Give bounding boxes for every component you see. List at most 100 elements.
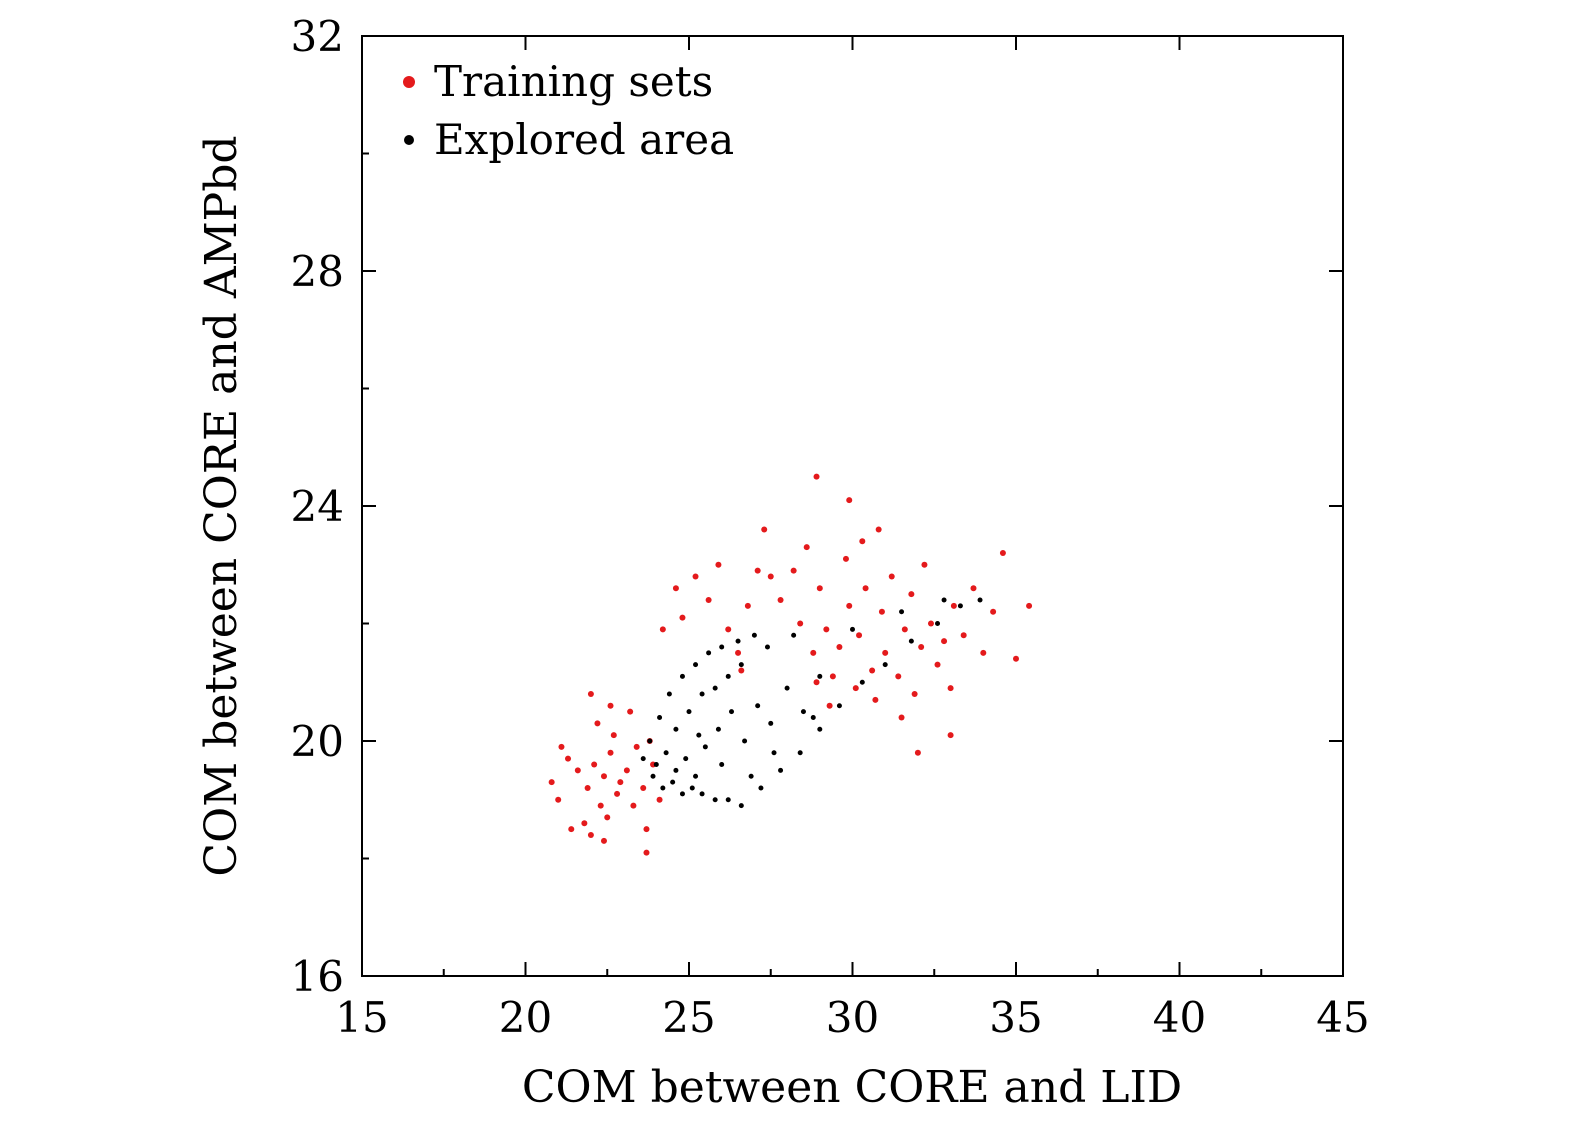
data-point [875,526,882,533]
data-point [548,779,555,786]
data-point [836,703,842,709]
data-point [643,849,650,856]
data-point [581,820,588,827]
data-point [771,750,777,756]
data-point [627,708,634,715]
data-point [630,802,637,809]
data-point [604,814,611,821]
x-tick-label: 40 [1153,993,1206,1042]
data-point [810,649,817,656]
data-point [673,726,679,732]
data-point [660,785,666,791]
data-point [640,756,646,762]
data-point [791,632,797,638]
data-point [686,709,692,715]
data-point [934,661,941,668]
data-point [565,755,572,762]
data-point [797,620,804,627]
data-point [679,791,685,797]
data-point [657,715,663,720]
data-point [715,726,721,732]
plot-frame [361,35,1344,977]
x-tick-label: 15 [335,993,388,1042]
data-point [587,832,594,838]
data-point [817,673,823,679]
data-point [693,662,699,668]
data-point [790,567,797,574]
data-point [673,767,679,773]
data-point [748,773,754,779]
data-point [738,803,744,809]
data-point [719,644,725,650]
data-point [587,691,594,697]
data-point [882,662,888,668]
legend-label-training-sets: Training sets [434,57,713,106]
data-point [1013,655,1019,662]
data-point [816,585,823,592]
data-point [977,597,983,603]
data-point [555,796,562,803]
data-point [725,673,731,679]
data-point [705,597,712,603]
data-point [574,767,581,774]
data-point [742,738,748,744]
data-point [908,591,915,598]
legend: Training sets Explored area [403,57,734,164]
data-point [846,602,853,609]
data-point [797,750,803,756]
y-tick-label: 24 [291,482,344,531]
data-point [693,773,699,779]
data-point [927,620,934,627]
data-point [823,626,830,633]
x-tick-label: 30 [826,993,879,1042]
data-point [699,691,705,697]
data-point [829,673,836,680]
data-point [800,709,806,715]
data-point [869,667,876,674]
data-point [735,649,742,656]
data-point [862,585,869,592]
data-point [813,473,820,480]
data-point [899,609,905,615]
data-point [850,626,855,632]
data-point [719,762,725,767]
data-point [980,649,987,656]
x-axis-label: COM between CORE and LID [522,1062,1182,1113]
data-point [663,750,669,756]
data-point [617,779,624,786]
data-point [568,826,575,833]
data-point [901,626,908,633]
data-point [784,685,790,691]
data-point [744,602,751,609]
data-point [738,667,745,674]
data-point [650,773,656,779]
data-point [702,744,708,750]
data-point [597,802,604,809]
data-point [594,720,601,727]
data-point [600,837,607,844]
data-point [813,679,820,686]
data-point [935,621,941,626]
data-point [957,603,963,609]
data-point [758,785,764,791]
data-point [614,790,621,797]
points-layer [548,473,1033,856]
series-explored-area [640,597,983,809]
data-point [950,602,957,609]
data-point [947,732,954,739]
data-point [706,650,712,656]
data-point [803,544,810,551]
data-point [852,685,859,692]
data-point [659,626,666,633]
data-point [696,732,702,738]
data-point [777,597,784,603]
data-point [970,585,977,592]
data-point [810,715,816,720]
data-point [767,573,774,580]
data-point [1026,602,1033,609]
data-point [761,526,768,533]
x-tick-label: 20 [499,993,552,1042]
data-point [558,743,565,750]
legend-marker-training-sets [403,76,415,88]
